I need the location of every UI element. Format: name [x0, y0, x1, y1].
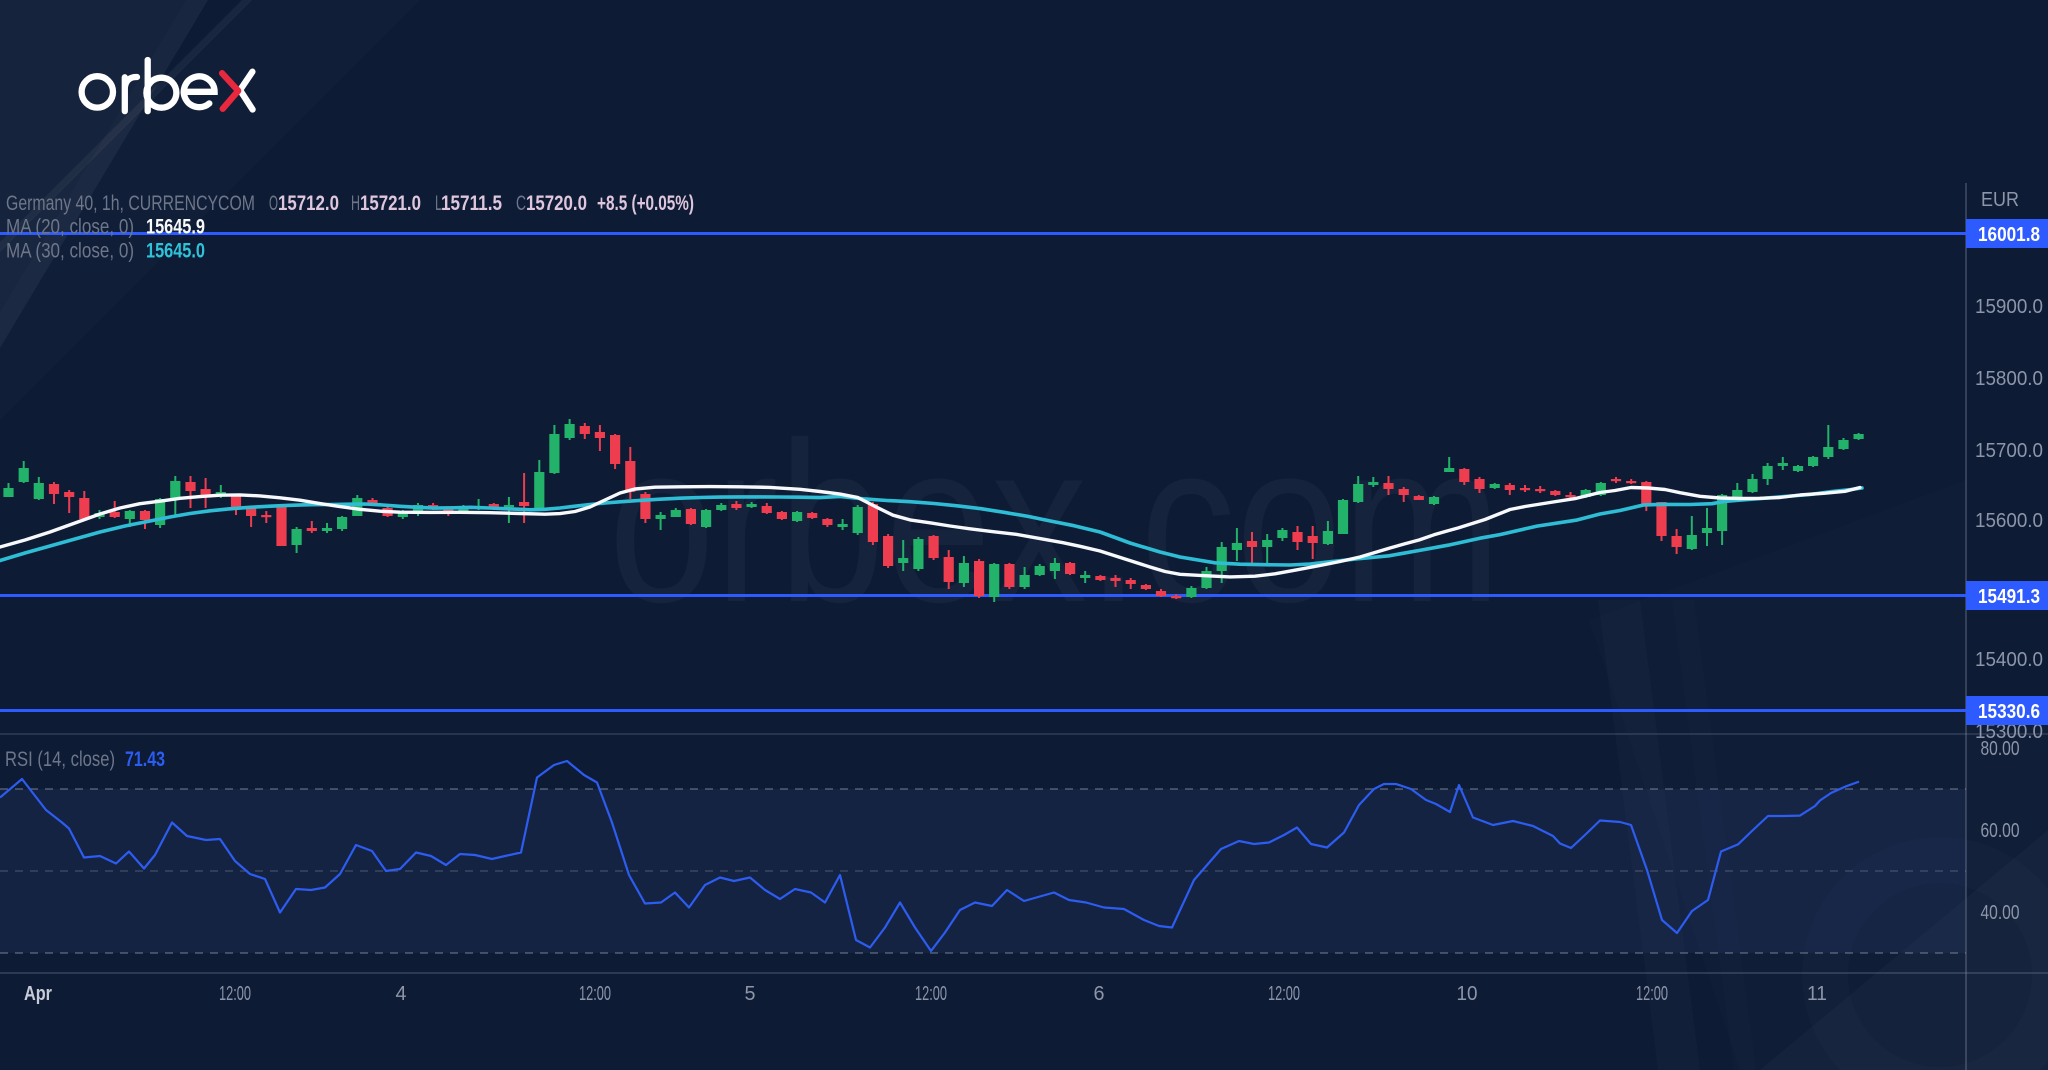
- svg-text:15700.0: 15700.0: [1975, 440, 2043, 462]
- svg-text:15720.0: 15720.0: [526, 192, 587, 215]
- svg-text:15300.0: 15300.0: [1975, 721, 2043, 743]
- svg-text:15330.6: 15330.6: [1978, 701, 2040, 723]
- svg-text:+8.5 (+0.05%): +8.5 (+0.05%): [597, 192, 694, 215]
- svg-text:4: 4: [396, 983, 407, 1005]
- svg-text:H: H: [351, 192, 360, 215]
- svg-text:12:00: 12:00: [579, 983, 611, 1005]
- svg-text:L: L: [435, 192, 442, 215]
- svg-text:O: O: [269, 192, 278, 215]
- svg-text:40.00: 40.00: [1981, 902, 2020, 924]
- svg-text:15600.0: 15600.0: [1975, 510, 2043, 532]
- svg-text:MA (30, close, 0): MA (30, close, 0): [6, 240, 134, 263]
- svg-text:15491.3: 15491.3: [1978, 586, 2040, 608]
- svg-text:15645.9: 15645.9: [146, 216, 205, 239]
- svg-text:15645.0: 15645.0: [146, 240, 205, 263]
- svg-text:MA (20, close, 0): MA (20, close, 0): [6, 216, 134, 239]
- svg-text:71.43: 71.43: [125, 748, 165, 771]
- svg-text:15800.0: 15800.0: [1975, 368, 2043, 390]
- svg-text:Apr: Apr: [24, 983, 52, 1005]
- svg-text:5: 5: [745, 983, 756, 1005]
- svg-text:16001.8: 16001.8: [1978, 224, 2040, 246]
- svg-text:60.00: 60.00: [1981, 820, 2020, 842]
- svg-text:RSI (14, close): RSI (14, close): [5, 748, 115, 771]
- svg-text:15711.5: 15711.5: [441, 192, 502, 215]
- svg-text:12:00: 12:00: [219, 983, 251, 1005]
- svg-text:C: C: [516, 192, 526, 215]
- svg-text:12:00: 12:00: [1636, 983, 1668, 1005]
- svg-text:11: 11: [1807, 983, 1827, 1005]
- svg-text:12:00: 12:00: [1268, 983, 1300, 1005]
- svg-text:12:00: 12:00: [915, 983, 947, 1005]
- svg-text:80.00: 80.00: [1981, 738, 2020, 760]
- svg-text:15721.0: 15721.0: [360, 192, 421, 215]
- svg-text:10: 10: [1457, 983, 1478, 1005]
- svg-text:EUR: EUR: [1981, 189, 2019, 211]
- svg-text:Germany 40, 1h, CURRENCYCOM: Germany 40, 1h, CURRENCYCOM: [6, 192, 255, 215]
- svg-text:15712.0: 15712.0: [278, 192, 339, 215]
- svg-text:15900.0: 15900.0: [1975, 296, 2043, 318]
- svg-text:6: 6: [1094, 983, 1105, 1005]
- svg-text:15400.0: 15400.0: [1975, 649, 2043, 671]
